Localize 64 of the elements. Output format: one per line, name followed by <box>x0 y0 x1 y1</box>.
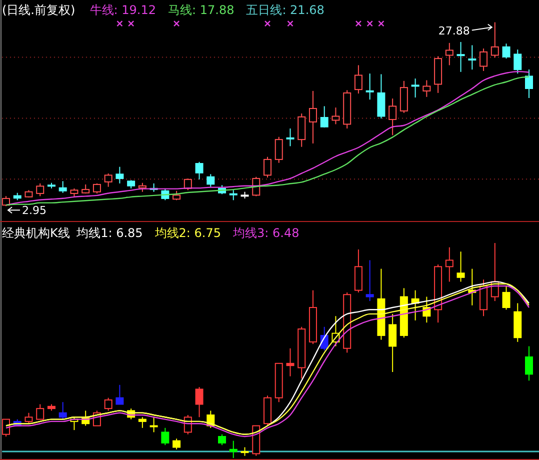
candlestick <box>36 182 44 197</box>
candlestick <box>354 64 362 94</box>
text: 均线1: 6.85 <box>76 226 143 240</box>
candlestick <box>298 113 306 148</box>
candlestick <box>104 397 112 412</box>
candlestick <box>502 43 510 60</box>
candlestick <box>116 384 124 405</box>
candlestick <box>400 80 408 114</box>
candlestick <box>184 178 192 191</box>
candlestick <box>274 136 283 164</box>
candlestick <box>92 182 101 194</box>
candlestick <box>161 427 170 446</box>
candlestick <box>456 251 465 282</box>
candlestick <box>388 98 397 136</box>
candlestick <box>58 180 67 194</box>
candlestick <box>195 386 204 418</box>
candlestick <box>490 22 499 58</box>
candlestick <box>480 279 488 317</box>
candlestick <box>172 438 181 450</box>
candlestick <box>2 196 10 207</box>
candlestick <box>468 44 476 70</box>
annotation: 五日线: 21.68 <box>246 3 324 17</box>
candlestick <box>525 69 533 98</box>
candlestick <box>366 73 374 100</box>
candlestick <box>354 248 362 293</box>
annotation: 2.95 <box>22 204 46 218</box>
candlestick <box>502 286 510 310</box>
text: 马线: 17.88 <box>168 3 234 17</box>
candlestick <box>218 434 226 446</box>
text: 均线2: 6.75 <box>154 226 222 240</box>
candlestick <box>138 416 146 428</box>
candlestick <box>229 440 238 458</box>
candlestick <box>514 49 522 74</box>
candlestick <box>116 166 124 184</box>
candlestick <box>264 156 272 178</box>
candlestick <box>422 80 431 98</box>
annotation: 27.88 <box>438 24 470 38</box>
candlestick <box>24 412 33 424</box>
candlestick <box>308 90 317 144</box>
text: 均线3: 6.48 <box>232 226 300 240</box>
candlestick <box>36 404 44 420</box>
candlestick <box>104 172 112 188</box>
chart-title: 经典机构K线 <box>2 226 70 240</box>
candlestick <box>445 42 454 66</box>
candlestick <box>229 190 238 201</box>
candlestick <box>286 348 294 377</box>
candlestick <box>456 41 465 72</box>
candlestick <box>206 174 215 188</box>
candlestick <box>411 78 420 98</box>
candlestick <box>320 106 328 128</box>
candlestick <box>286 128 294 147</box>
candlestick <box>480 48 488 72</box>
candlestick <box>388 313 397 372</box>
candlestick <box>525 346 533 382</box>
chart-title: (日线.前复权) <box>2 3 76 17</box>
candlestick <box>366 260 374 302</box>
candlestick <box>332 107 340 125</box>
candlestick <box>195 161 204 180</box>
candlestick <box>58 402 67 420</box>
candlestick <box>172 190 181 201</box>
candlestick <box>150 416 158 433</box>
candlestick <box>377 74 386 120</box>
text: 牛线: 19.12 <box>90 3 156 17</box>
candlestick <box>445 246 454 282</box>
